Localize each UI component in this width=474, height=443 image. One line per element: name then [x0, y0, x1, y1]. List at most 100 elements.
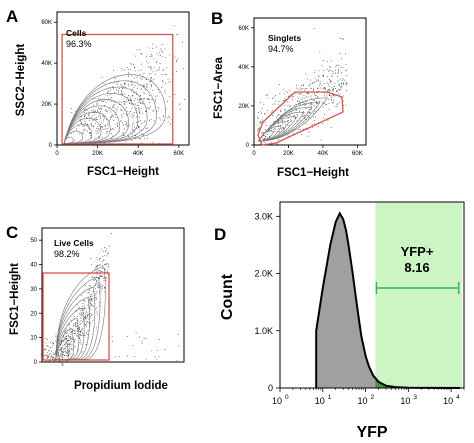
data-point	[328, 88, 330, 90]
data-point	[307, 135, 308, 137]
data-point	[156, 60, 158, 62]
data-point	[117, 122, 119, 124]
data-point	[312, 81, 314, 83]
data-point	[151, 89, 153, 91]
data-point	[66, 355, 68, 357]
data-point	[80, 330, 81, 332]
data-point	[288, 124, 290, 126]
y-axis-title-a: SSC2−Height	[15, 44, 27, 117]
data-point	[124, 93, 126, 95]
data-point	[52, 343, 54, 345]
data-point	[158, 54, 160, 56]
data-point	[148, 102, 150, 104]
data-point	[156, 95, 158, 97]
data-point	[302, 100, 303, 102]
y-tick-label: 0	[268, 383, 273, 393]
data-point	[284, 93, 286, 95]
data-point	[149, 78, 151, 80]
y-tick-label: 2.0K	[254, 269, 273, 279]
data-point	[96, 311, 98, 313]
data-point	[120, 83, 122, 85]
data-point	[299, 104, 301, 106]
y-tick-label: 40K	[238, 65, 249, 71]
data-point	[94, 114, 96, 116]
data-point	[111, 116, 112, 117]
data-point	[79, 331, 80, 332]
data-point	[310, 95, 312, 97]
data-point	[314, 77, 316, 79]
data-point	[95, 288, 97, 290]
data-point	[57, 353, 59, 355]
data-point	[105, 132, 107, 134]
y-tick-label: 20	[30, 311, 37, 317]
data-point	[78, 132, 80, 134]
data-point	[69, 346, 71, 348]
data-point	[139, 101, 141, 103]
data-point	[96, 257, 98, 258]
data-point	[129, 62, 131, 64]
data-point	[73, 131, 75, 133]
data-point	[126, 123, 128, 125]
data-point	[134, 77, 136, 79]
data-point	[345, 63, 347, 65]
density-contour	[63, 74, 166, 144]
x-tick-label: 20K	[92, 151, 103, 157]
data-point	[140, 88, 142, 90]
data-point	[101, 98, 103, 100]
data-point	[73, 354, 75, 356]
data-point	[123, 82, 125, 84]
data-point	[179, 108, 181, 110]
data-point	[99, 259, 101, 261]
data-point	[262, 137, 264, 139]
data-point	[94, 117, 96, 119]
data-point	[86, 325, 88, 327]
data-point	[336, 106, 338, 107]
data-point	[82, 125, 84, 127]
data-point	[142, 103, 144, 105]
data-point	[303, 89, 305, 91]
data-point	[73, 341, 75, 343]
data-point	[276, 117, 278, 119]
data-point	[106, 128, 108, 130]
data-point	[138, 110, 140, 112]
data-point	[137, 107, 139, 109]
data-point	[329, 79, 331, 81]
x-tick-exponent: 2	[371, 394, 375, 401]
data-point	[46, 355, 48, 357]
data-point	[69, 332, 71, 334]
data-point	[153, 58, 155, 60]
data-point	[141, 123, 143, 125]
data-point	[329, 66, 331, 68]
data-point	[126, 336, 128, 338]
data-point	[93, 126, 94, 128]
data-point	[96, 280, 98, 282]
data-point	[83, 316, 85, 318]
data-point	[116, 109, 118, 111]
data-point	[78, 329, 80, 330]
data-point	[95, 292, 97, 294]
data-point	[98, 115, 100, 117]
data-point	[52, 357, 53, 359]
data-point	[320, 87, 322, 89]
data-point	[308, 131, 310, 133]
data-point	[93, 277, 95, 278]
data-point	[141, 79, 143, 81]
data-point	[135, 91, 137, 93]
data-point	[68, 353, 70, 355]
data-point	[139, 99, 141, 101]
data-point	[260, 102, 261, 104]
data-point	[133, 356, 135, 357]
data-point	[257, 118, 259, 119]
data-point	[76, 334, 78, 336]
data-point	[288, 96, 289, 97]
data-point	[262, 131, 264, 133]
data-point	[92, 298, 94, 300]
data-point	[63, 337, 65, 339]
data-point	[278, 84, 280, 86]
x-tick-label: 10	[400, 396, 410, 406]
data-point	[145, 60, 147, 62]
data-point	[159, 117, 161, 119]
data-point	[76, 330, 78, 332]
panel-letter-b: B	[211, 9, 223, 28]
data-point	[49, 356, 51, 358]
